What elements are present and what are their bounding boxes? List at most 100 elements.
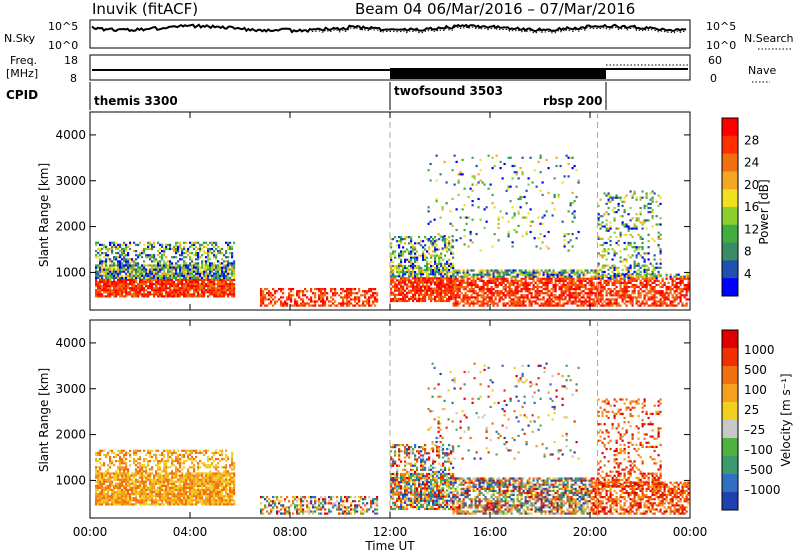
heatmap-cell (671, 304, 674, 307)
heatmap-cell (578, 285, 581, 289)
heatmap-cell (458, 269, 461, 272)
heatmap-cell (408, 281, 411, 284)
heatmap-cell (135, 293, 138, 296)
heatmap-cell (123, 503, 126, 506)
heatmap-cell (314, 292, 317, 295)
heatmap-cell (400, 236, 403, 239)
heatmap-cell (374, 296, 377, 299)
heatmap-cell (135, 484, 138, 487)
heatmap-cell (615, 285, 618, 289)
heatmap-cell (344, 296, 347, 299)
heatmap-cell (647, 272, 650, 276)
heatmap-cell (623, 208, 626, 212)
heatmap-cell (432, 264, 435, 268)
heatmap-cell (141, 488, 144, 492)
heatmap-cell (528, 275, 531, 278)
heatmap-cell (463, 204, 466, 207)
heatmap-cell (647, 233, 650, 236)
heatmap-cell (494, 292, 497, 295)
heatmap-cell (440, 275, 443, 278)
heatmap-cell (145, 491, 148, 494)
heatmap-cell (438, 277, 441, 280)
heatmap-cell (288, 298, 291, 301)
heatmap-cell (509, 156, 512, 159)
heatmap-cell (129, 258, 132, 261)
heatmap-cell (117, 293, 120, 296)
heatmap-cell (544, 283, 547, 287)
heatmap-cell (133, 285, 136, 288)
heatmap-cell (227, 241, 230, 244)
heatmap-cell (651, 294, 654, 297)
heatmap-cell (510, 302, 513, 305)
heatmap-cell (556, 298, 559, 301)
heatmap-cell (354, 304, 357, 307)
heatmap-cell (304, 288, 307, 291)
heatmap-cell (129, 464, 132, 467)
heatmap-cell (149, 486, 152, 489)
heatmap-cell (175, 250, 178, 253)
heatmap-cell (125, 480, 128, 483)
heatmap-cell (499, 210, 502, 213)
heatmap-cell (500, 298, 503, 301)
heatmap-cell (107, 491, 110, 494)
heatmap-cell (165, 276, 168, 279)
heatmap-cell (488, 290, 491, 293)
heatmap-cell (143, 499, 146, 502)
heatmap-cell (601, 225, 604, 228)
heatmap-cell (225, 241, 228, 244)
heatmap-cell (655, 290, 658, 293)
heatmap-cell (588, 290, 591, 293)
heatmap-cell (641, 256, 644, 259)
heatmap-cell (539, 222, 542, 225)
heatmap-cell (123, 264, 126, 267)
heatmap-cell (504, 283, 507, 287)
heatmap-cell (181, 291, 184, 294)
heatmap-cell (613, 264, 616, 267)
heatmap-cell (183, 274, 186, 277)
heatmap-cell (121, 283, 124, 286)
heatmap-cell (135, 285, 138, 288)
heatmap-cell (213, 283, 216, 286)
heatmap-cell (125, 278, 128, 281)
heatmap-cell (117, 280, 120, 284)
heatmap-cell (486, 271, 489, 274)
heatmap-cell (201, 293, 204, 296)
heatmap-cell (199, 247, 202, 251)
heatmap-cell (562, 292, 565, 295)
heatmap-cell (119, 268, 122, 271)
heatmap-cell (197, 291, 200, 294)
heatmap-cell (560, 285, 563, 289)
heatmap-cell (221, 291, 224, 294)
heatmap-cell (458, 279, 461, 282)
heatmap-cell (209, 293, 212, 296)
heatmap-cell (451, 197, 454, 201)
heatmap-cell (149, 280, 152, 284)
heatmap-cell (147, 476, 150, 479)
heatmap-cell (125, 484, 128, 487)
heatmap-cell (568, 288, 571, 291)
heatmap-cell (364, 294, 367, 297)
heatmap-cell (193, 262, 196, 265)
heatmap-cell (203, 252, 206, 255)
heatmap-cell (408, 236, 411, 239)
heatmap-cell (121, 488, 124, 492)
heatmap-cell (573, 216, 576, 219)
heatmap-cell (435, 179, 438, 182)
heatmap-cell (647, 239, 650, 243)
heatmap-cell (398, 252, 401, 255)
heatmap-cell (440, 285, 443, 288)
heatmap-cell (651, 211, 654, 214)
heatmap-cell (625, 233, 628, 236)
heatmap-cell (576, 304, 579, 307)
heatmap-cell (113, 270, 116, 273)
heatmap-cell (438, 279, 441, 282)
heatmap-cell (567, 156, 570, 159)
heatmap-cell (390, 264, 393, 268)
heatmap-cell (296, 302, 299, 305)
heatmap-cell (603, 300, 606, 303)
heatmap-cell (402, 287, 405, 290)
heatmap-cell (127, 266, 130, 269)
heatmap-cell (562, 298, 565, 301)
heatmap-cell (584, 300, 587, 303)
heatmap-cell (137, 264, 140, 267)
